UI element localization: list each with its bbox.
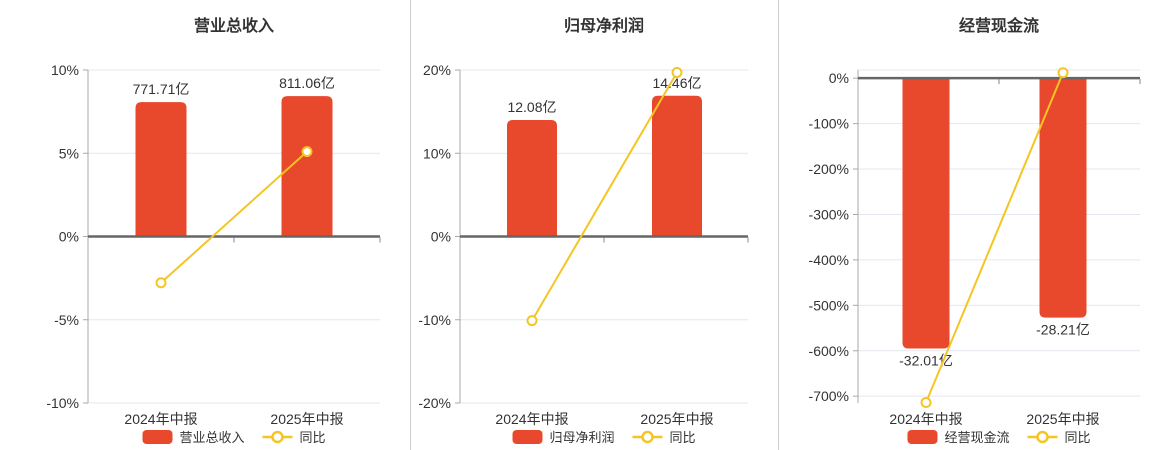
- chart-panel-revenue: 营业总收入 10% 5% 0% -5% -10% 771.71亿 811.06亿 2024年中…: [0, 0, 411, 450]
- y-axis-label: -200%: [809, 161, 849, 177]
- legend-line-item[interactable]: 同比: [262, 430, 326, 445]
- yoy-point-2025年中报[interactable]: [301, 146, 313, 158]
- legend-bar-swatch: [142, 430, 173, 444]
- bar-value-label: 14.46亿: [652, 75, 701, 91]
- legend-bar-label: 经营现金流: [945, 430, 1010, 445]
- chart-title-revenue: 营业总收入: [193, 18, 274, 35]
- y-axis-label: 20%: [423, 62, 451, 78]
- legend-bar-item[interactable]: 归母净利润: [512, 430, 615, 445]
- legend-line-label: 同比: [670, 430, 696, 445]
- yoy-point-2024年中报[interactable]: [526, 315, 538, 327]
- y-axis-label: -20%: [418, 395, 451, 411]
- y-axis-label: 0%: [59, 229, 79, 245]
- y-axis-label: 0%: [829, 70, 849, 86]
- yoy-point-2025年中报[interactable]: [1057, 67, 1069, 79]
- category-label-2025: 2025年中报: [1026, 411, 1099, 427]
- bar-2024年中报[interactable]: [507, 119, 557, 237]
- yoy-point-2024年中报[interactable]: [920, 397, 932, 409]
- legend-bar-label: 营业总收入: [180, 430, 245, 445]
- legend-bar-swatch: [512, 430, 543, 444]
- y-axis-label: -10%: [46, 395, 79, 411]
- legend-line-marker: [1036, 430, 1049, 444]
- y-axis-label: 10%: [423, 145, 451, 161]
- legend-line-label: 同比: [300, 430, 326, 445]
- category-label-2024: 2024年中报: [889, 411, 962, 427]
- y-axis-label: -10%: [418, 312, 451, 328]
- revenue-chart-canvas[interactable]: 10% 5% 0% -5% -10% 771.71亿 811.06亿 2024年中报 2025年…: [0, 0, 410, 450]
- bar-value-label: -28.21亿: [1036, 322, 1090, 338]
- y-axis-label: 10%: [51, 62, 79, 78]
- y-axis-label: -500%: [809, 297, 849, 313]
- yoy-line[interactable]: [160, 150, 308, 284]
- y-axis-label: -100%: [809, 116, 849, 132]
- bar-2025年中报[interactable]: [1039, 78, 1087, 318]
- yoy-point-2025年中报[interactable]: [671, 66, 683, 78]
- category-label-2025: 2025年中报: [640, 411, 713, 427]
- y-axis-label: -5%: [54, 312, 79, 328]
- y-axis-label: -700%: [809, 388, 849, 404]
- bar-2024年中报[interactable]: [902, 78, 950, 349]
- cash-flow-chart-canvas[interactable]: 0% -100% -200% -300% -400% -500% -600% -700% -32…: [778, 0, 1160, 450]
- y-axis-label: -400%: [809, 252, 849, 268]
- yoy-line[interactable]: [531, 71, 678, 322]
- category-label-2024: 2024年中报: [124, 411, 197, 427]
- yoy-point-2024年中报[interactable]: [155, 277, 167, 289]
- legend-line-item[interactable]: 同比: [1027, 430, 1091, 445]
- chart-panel-cash-flow: 经营现金流 0% -100% -200% -300% -400% -500% -600% -7…: [778, 0, 1160, 450]
- yoy-line[interactable]: [925, 72, 1064, 403]
- y-axis-label: 0%: [431, 229, 451, 245]
- y-axis-label: -600%: [809, 343, 849, 359]
- legend-bar-label: 归母净利润: [550, 430, 615, 445]
- legend-bar-item[interactable]: 营业总收入: [142, 430, 245, 445]
- chart-panel-net-profit: 归母净利润 20% 10% 0% -10% -20% 12.08亿 14.46亿 2024年中…: [410, 0, 779, 450]
- legend-line-item[interactable]: 同比: [632, 430, 696, 445]
- legend-line-marker: [641, 430, 654, 444]
- bar-2024年中报[interactable]: [135, 102, 187, 237]
- chart-title-net-profit: 归母净利润: [563, 18, 644, 35]
- bar-value-label: -32.01亿: [899, 352, 953, 368]
- bar-value-label: 12.08亿: [507, 99, 556, 115]
- legend-line-marker: [271, 430, 284, 444]
- net-profit-chart-canvas[interactable]: 20% 10% 0% -10% -20% 12.08亿 14.46亿 2024年中报 2025年…: [410, 0, 778, 450]
- category-label-2024: 2024年中报: [495, 411, 568, 427]
- y-axis-label: 5%: [59, 145, 79, 161]
- legend-bar-item[interactable]: 经营现金流: [907, 430, 1010, 445]
- bar-2025年中报[interactable]: [281, 96, 333, 237]
- y-axis-label: -300%: [809, 206, 849, 222]
- legend-line-label: 同比: [1065, 430, 1091, 445]
- bar-value-label: 771.71亿: [133, 81, 190, 97]
- category-label-2025: 2025年中报: [270, 411, 343, 427]
- chart-title-cash-flow: 经营现金流: [958, 18, 1039, 35]
- legend-bar-swatch: [907, 430, 938, 444]
- bar-2025年中报[interactable]: [652, 95, 702, 237]
- bar-value-label: 811.06亿: [279, 75, 335, 91]
